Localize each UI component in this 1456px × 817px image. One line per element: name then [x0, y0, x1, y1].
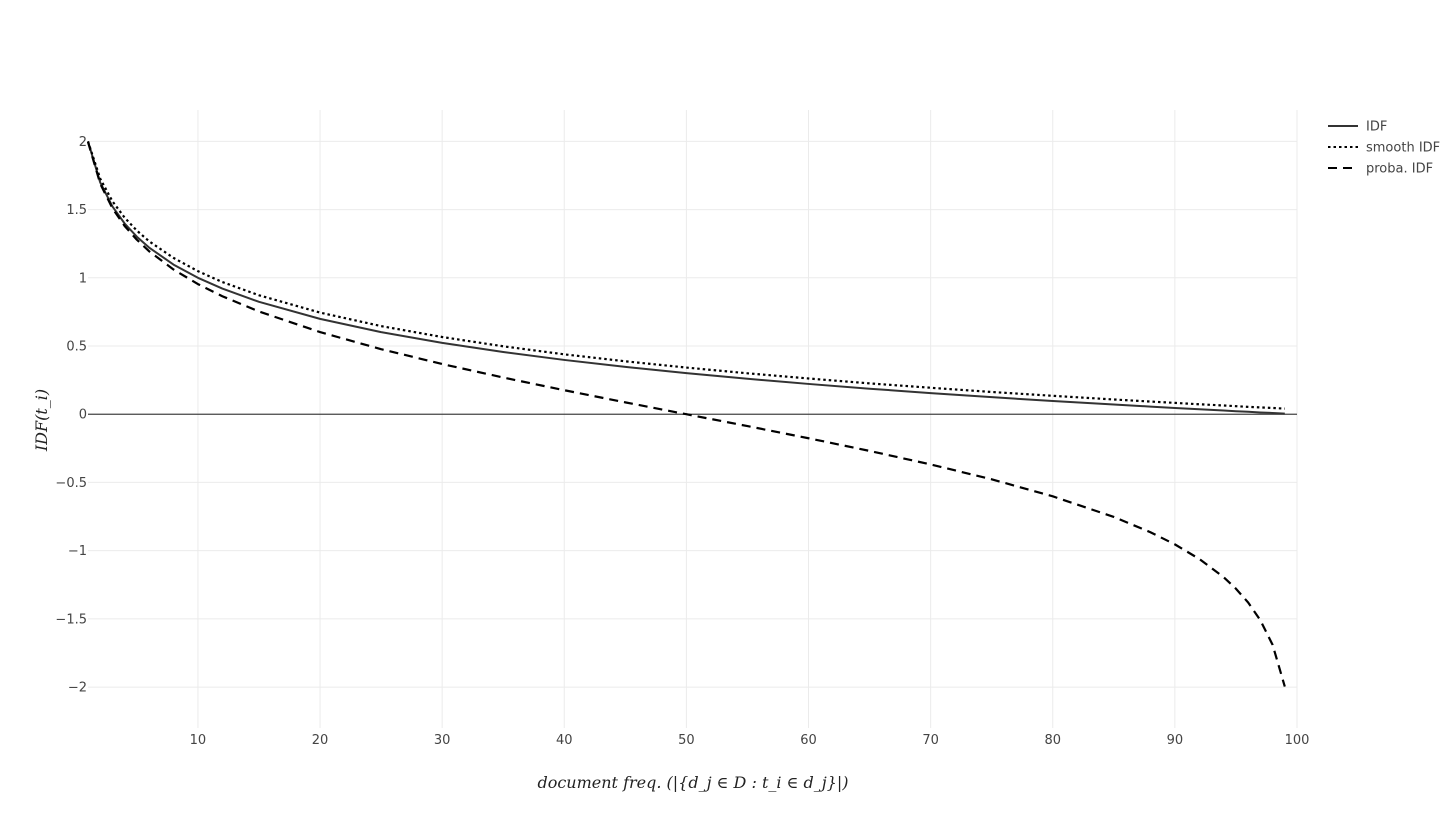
- y-tick-label: 1.5: [66, 203, 87, 218]
- y-tick-label: −0.5: [55, 476, 87, 491]
- series-layer: [86, 141, 1286, 687]
- x-tick-label: 70: [922, 733, 939, 748]
- x-tick-label: 100: [1285, 733, 1310, 748]
- series-line-proba-idf: [86, 141, 1286, 687]
- y-axis-title: IDF(t_i): [32, 389, 51, 452]
- y-tick-label: 0: [79, 408, 87, 423]
- x-tick-label: 20: [312, 733, 329, 748]
- y-tick-label: −1: [68, 544, 87, 559]
- y-tick-label: 1: [79, 271, 87, 286]
- legend[interactable]: IDF smooth IDF proba. IDF: [1328, 120, 1440, 177]
- x-tick-label: 50: [678, 733, 695, 748]
- x-gridlines: [197, 110, 1298, 728]
- legend-item-proba-idf[interactable]: proba. IDF: [1328, 162, 1433, 177]
- y-tick-labels: 2 1.5 1 0.5 0 −0.5 −1 −1.5 −2: [55, 135, 87, 696]
- y-tick-label: 2: [79, 135, 87, 150]
- x-tick-label: 30: [434, 733, 451, 748]
- x-tick-label: 90: [1167, 733, 1184, 748]
- series-line-smooth-idf: [86, 141, 1285, 410]
- legend-label: IDF: [1366, 120, 1387, 135]
- x-tick-label: 60: [800, 733, 817, 748]
- y-tick-label: −2: [68, 681, 87, 696]
- x-tick-label: 10: [190, 733, 207, 748]
- legend-label: smooth IDF: [1366, 141, 1440, 156]
- series-line-idf: [87, 141, 1285, 415]
- y-gridlines: [88, 140, 1297, 688]
- x-tick-labels: 10 20 30 40 50 60 70 80 90 100: [190, 733, 1310, 748]
- x-tick-label: 80: [1044, 733, 1061, 748]
- x-axis-title: document freq. (|{d_j ∈ D : t_i ∈ d_j}|): [537, 773, 848, 792]
- y-tick-label: 0.5: [66, 340, 87, 355]
- legend-item-smooth-idf[interactable]: smooth IDF: [1328, 141, 1440, 156]
- legend-item-idf[interactable]: IDF: [1328, 120, 1387, 135]
- x-tick-label: 40: [556, 733, 573, 748]
- legend-label: proba. IDF: [1366, 162, 1433, 177]
- y-tick-label: −1.5: [55, 612, 87, 627]
